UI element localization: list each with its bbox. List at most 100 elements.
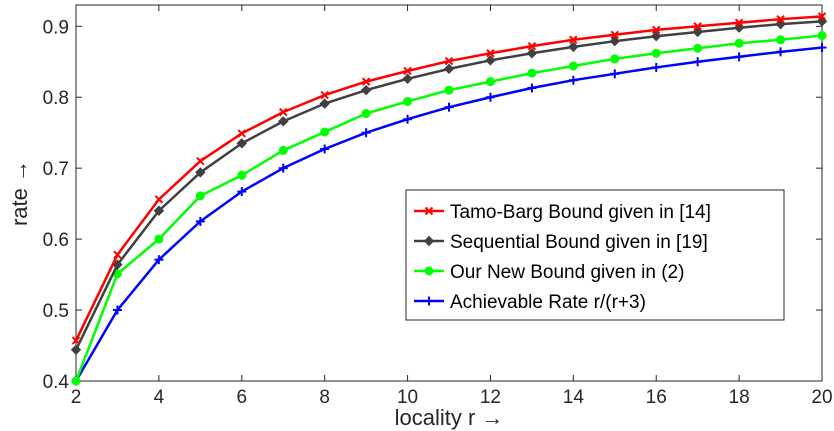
marker-x <box>279 107 288 117</box>
marker-plus <box>237 187 247 197</box>
marker-x <box>424 206 434 216</box>
marker-plus <box>610 69 620 79</box>
marker-circle <box>195 191 205 201</box>
marker-diamond <box>443 63 455 75</box>
legend-label: Sequential Bound given in [19] <box>450 232 708 253</box>
legend: Tamo-Barg Bound given in [14] Sequential … <box>405 189 785 321</box>
x-tick-label: 6 <box>236 387 247 408</box>
marker-plus <box>424 296 434 306</box>
y-tick-label: 0.9 <box>43 17 69 38</box>
marker-diamond <box>153 205 165 216</box>
x-tick-label: 20 <box>811 387 832 408</box>
marker-circle <box>817 31 827 41</box>
marker-circle <box>278 145 288 155</box>
x-tick-label: 4 <box>154 387 165 408</box>
marker-diamond <box>423 235 435 247</box>
x-tick-label: 18 <box>729 387 750 408</box>
legend-item: Tamo-Barg Bound given in [14] <box>414 202 711 223</box>
legend-box <box>405 189 785 321</box>
marker-circle <box>424 266 434 276</box>
marker-plus <box>693 57 703 67</box>
marker-plus <box>444 102 454 112</box>
marker-diamond <box>651 31 662 42</box>
x-tick-label: 8 <box>319 387 330 408</box>
marker-x <box>817 12 827 21</box>
marker-plus <box>320 144 330 154</box>
marker-diamond <box>526 48 538 59</box>
marker-plus <box>734 52 744 62</box>
marker-x <box>154 195 164 204</box>
legend-label: Achievable Rate r/(r+3) <box>450 292 646 313</box>
marker-plus <box>651 62 661 72</box>
marker-diamond <box>195 167 206 178</box>
marker-x <box>486 49 495 58</box>
series-group <box>71 12 827 345</box>
x-tick-label: 2 <box>71 387 82 408</box>
x-tick-label: 10 <box>397 387 418 408</box>
marker-x <box>71 336 81 345</box>
x-axis-label: locality r → <box>395 405 504 430</box>
y-axis-label: rate → <box>7 160 32 226</box>
marker-x <box>403 66 412 76</box>
series-layer <box>70 12 828 386</box>
marker-x <box>320 90 329 100</box>
legend-label: Our New Bound given in (2) <box>450 262 684 283</box>
marker-circle <box>154 234 164 244</box>
marker-x <box>569 35 578 44</box>
marker-circle <box>568 61 578 71</box>
marker-plus <box>154 255 164 265</box>
series-group <box>71 31 827 386</box>
marker-x <box>113 250 122 259</box>
marker-plus <box>403 114 413 124</box>
marker-plus <box>776 47 786 57</box>
marker-x <box>610 30 619 40</box>
marker-x <box>776 14 785 24</box>
marker-x <box>734 18 744 27</box>
legend-item: Achievable Rate r/(r+3) <box>414 292 646 313</box>
marker-diamond <box>360 84 372 96</box>
marker-plus <box>278 163 288 173</box>
marker-x <box>237 129 246 138</box>
marker-circle <box>776 35 786 45</box>
marker-plus <box>485 92 495 102</box>
marker-x <box>527 41 537 51</box>
marker-circle <box>71 376 81 386</box>
marker-x <box>652 25 661 35</box>
y-tick-label: 0.8 <box>43 88 69 109</box>
marker-plus <box>817 43 827 53</box>
legend-label: Tamo-Barg Bound given in [14] <box>450 202 711 223</box>
x-tick-label: 16 <box>646 387 667 408</box>
marker-circle <box>610 54 620 64</box>
marker-circle <box>361 109 371 119</box>
marker-circle <box>734 38 744 48</box>
marker-circle <box>693 43 703 53</box>
marker-circle <box>403 96 413 106</box>
marker-circle <box>527 68 537 78</box>
series-group <box>70 16 828 355</box>
marker-x <box>361 77 371 86</box>
legend-item: Our New Bound given in (2) <box>414 262 684 283</box>
x-tick-label: 12 <box>480 387 501 408</box>
marker-plus <box>568 75 578 85</box>
x-tick-label: 14 <box>563 387 585 408</box>
legend-item: Sequential Bound given in [19] <box>414 232 708 253</box>
axis-ticks: 2 4 6 8 10 12 14 16 18 20 0.4 0.5 0.6 0.7 0.8 0.9 <box>43 5 833 408</box>
marker-plus <box>195 216 205 226</box>
marker-diamond <box>402 73 413 84</box>
marker-diamond <box>70 344 82 355</box>
marker-circle <box>485 77 495 87</box>
y-tick-label: 0.6 <box>43 230 69 251</box>
marker-circle <box>651 48 661 58</box>
marker-diamond <box>609 35 620 47</box>
marker-circle <box>320 127 330 137</box>
marker-circle <box>237 170 247 180</box>
y-tick-label: 0.5 <box>43 301 69 322</box>
y-tick-label: 0.7 <box>43 159 69 180</box>
marker-diamond <box>278 116 289 127</box>
marker-x <box>693 22 702 31</box>
marker-diamond <box>319 98 330 109</box>
marker-x <box>444 56 454 66</box>
marker-diamond <box>485 55 496 66</box>
marker-x <box>196 156 205 166</box>
